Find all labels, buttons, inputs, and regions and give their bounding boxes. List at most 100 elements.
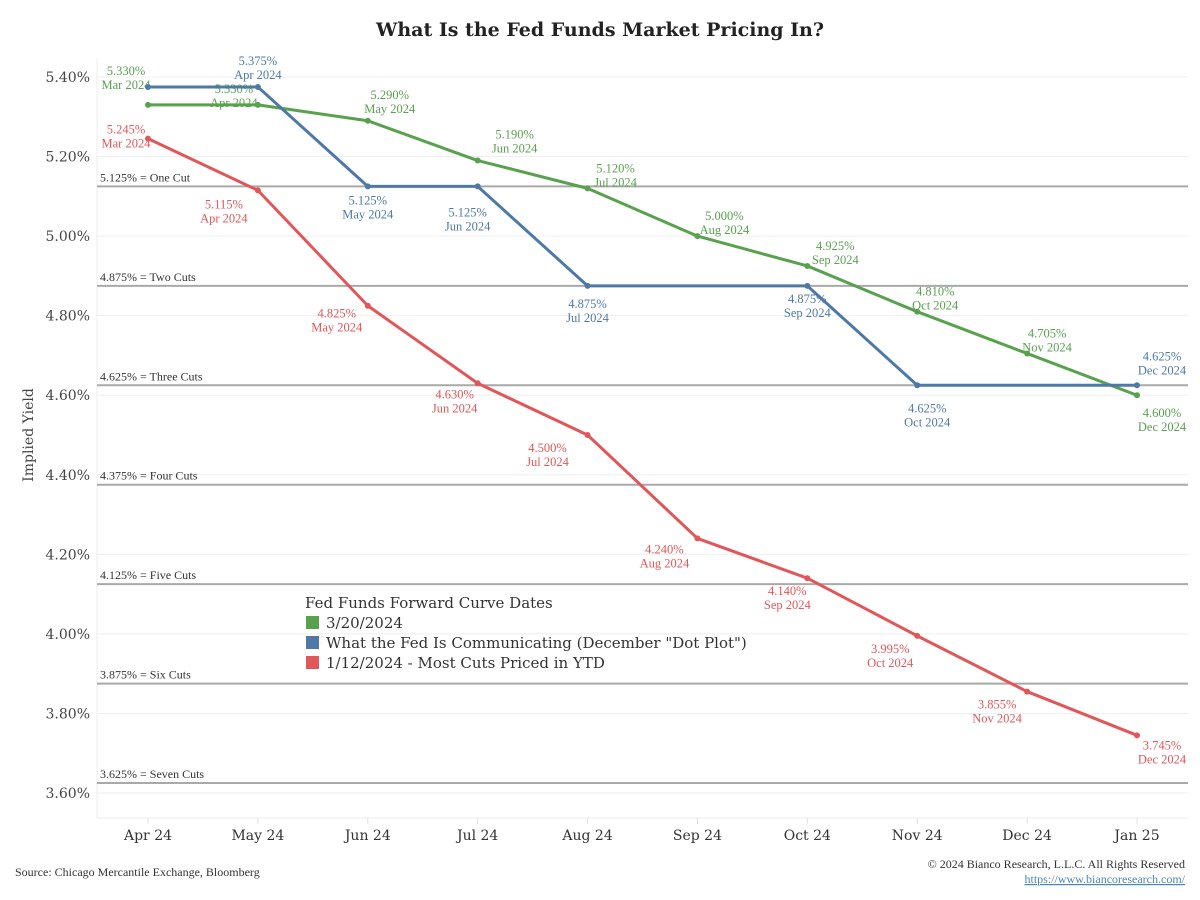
website-link[interactable]: https://www.biancoresearch.com/ — [1024, 872, 1185, 886]
data-point — [1134, 732, 1140, 739]
data-label-date: Dec 2024 — [1138, 420, 1187, 434]
data-point — [694, 535, 701, 542]
x-tick-label: Jan 25 — [1112, 828, 1159, 844]
x-tick-label: Sep 24 — [673, 828, 722, 844]
legend-entry-label: What the Fed Is Communicating (December … — [326, 634, 747, 652]
y-tick-label: 5.20% — [46, 150, 90, 166]
source-note: Source: Chicago Mercantile Exchange, Blo… — [15, 865, 260, 879]
data-label-date: Dec 2024 — [1138, 363, 1187, 377]
y-tick-label: 4.60% — [46, 388, 90, 404]
x-tick-label: Aug 24 — [561, 828, 612, 844]
data-point — [145, 135, 151, 142]
data-point — [254, 101, 261, 108]
data-point — [584, 432, 591, 438]
reference-line-label: 4.625% = Three Cuts — [100, 369, 203, 383]
data-label-value: 4.240% — [645, 542, 684, 556]
data-point — [145, 83, 151, 90]
y-tick-label: 4.80% — [46, 309, 90, 325]
data-label-value: 5.290% — [371, 88, 410, 102]
data-label-date: May 2024 — [364, 102, 416, 116]
series-line — [148, 103, 1138, 397]
data-label-date: Jul 2024 — [594, 175, 637, 189]
data-label-date: Aug 2024 — [640, 556, 690, 570]
data-label-date: Apr 2024 — [200, 211, 248, 225]
y-tick-label: 5.00% — [46, 229, 90, 245]
data-label-value: 4.925% — [816, 239, 855, 253]
data-point — [364, 302, 371, 309]
data-label-value: 4.500% — [528, 441, 567, 455]
y-tick-label: 4.40% — [46, 468, 90, 484]
legend-entry-label: 1/12/2024 - Most Cuts Priced in YTD — [326, 654, 605, 672]
series-line — [147, 137, 1138, 737]
data-point — [474, 157, 481, 164]
data-point — [804, 262, 811, 269]
data-label-value: 5.190% — [495, 128, 534, 142]
gridlines — [96, 58, 1188, 819]
data-label-value: 4.625% — [1143, 349, 1182, 363]
data-label-date: Jun 2024 — [492, 142, 538, 156]
data-label-value: 5.125% — [349, 193, 388, 207]
legend-title: Fed Funds Forward Curve Dates — [305, 594, 553, 612]
data-label-value: 5.120% — [596, 161, 635, 175]
data-label-value: 4.810% — [916, 285, 955, 299]
data-label-date: Apr 2024 — [210, 96, 258, 110]
reference-line-label: 4.375% = Four Cuts — [100, 469, 198, 483]
data-label-date: May 2024 — [342, 207, 394, 221]
data-point — [474, 183, 481, 190]
data-point — [1134, 382, 1140, 389]
data-label-date: Jul 2024 — [566, 311, 609, 325]
data-label-date: Sep 2024 — [764, 598, 812, 612]
data-point — [145, 101, 151, 108]
reference-line-label: 4.875% = Two Cuts — [100, 270, 196, 284]
data-label-date: Nov 2024 — [1022, 340, 1072, 354]
data-label-value: 3.995% — [871, 642, 910, 656]
y-tick-label: 4.00% — [46, 627, 90, 643]
data-point — [804, 575, 811, 582]
copyright-note: © 2024 Bianco Research, L.L.C. All Right… — [928, 857, 1185, 871]
data-label-date: Mar 2024 — [102, 137, 152, 151]
legend-swatch — [306, 636, 319, 649]
data-label-value: 5.375% — [239, 54, 278, 68]
y-tick-label: 5.40% — [46, 70, 90, 86]
data-point — [1024, 688, 1031, 695]
data-label-value: 3.745% — [1143, 738, 1182, 752]
data-label-value: 4.625% — [908, 401, 947, 415]
reference-line-label: 5.125% = One Cut — [100, 170, 191, 184]
data-label-date: Oct 2024 — [867, 656, 914, 670]
x-tick-label: Dec 24 — [1002, 828, 1052, 844]
data-label-date: Apr 2024 — [234, 68, 282, 82]
data-label-value: 3.855% — [978, 698, 1017, 712]
data-label-value: 5.000% — [705, 209, 744, 223]
x-tick-label: May 24 — [231, 828, 284, 844]
data-point — [584, 185, 591, 192]
x-tick-label: Jun 24 — [343, 828, 391, 844]
data-point — [364, 183, 371, 190]
data-label-value: 4.600% — [1143, 406, 1182, 420]
reference-line-label: 4.125% = Five Cuts — [100, 568, 196, 582]
x-tick-label: Nov 24 — [892, 828, 943, 844]
x-tick-label: Jul 24 — [455, 828, 498, 844]
data-label-date: Oct 2024 — [904, 415, 951, 429]
data-label-value: 4.140% — [768, 584, 807, 598]
data-label-date: Sep 2024 — [812, 253, 860, 267]
data-label-value: 5.115% — [205, 197, 243, 211]
y-tick-label: 3.80% — [46, 706, 90, 722]
reference-line-label: 3.625% = Seven Cuts — [100, 767, 204, 781]
data-label-date: Mar 2024 — [102, 78, 152, 92]
data-label-date: Dec 2024 — [1138, 752, 1187, 766]
data-label-value: 5.125% — [448, 205, 487, 219]
legend-entry-label: 3/20/2024 — [326, 614, 403, 632]
data-label-date: Jul 2024 — [526, 455, 569, 469]
reference-line-label: 3.875% = Six Cuts — [100, 668, 191, 682]
y-axis-label: Implied Yield — [21, 388, 37, 482]
data-point — [474, 380, 481, 387]
data-label-date: Sep 2024 — [784, 306, 832, 320]
legend-swatch — [306, 616, 319, 629]
data-label-date: Aug 2024 — [700, 223, 750, 237]
data-point — [914, 308, 921, 315]
data-point — [804, 282, 811, 289]
data-label-value: 5.330% — [215, 82, 254, 96]
data-point — [1134, 392, 1140, 399]
